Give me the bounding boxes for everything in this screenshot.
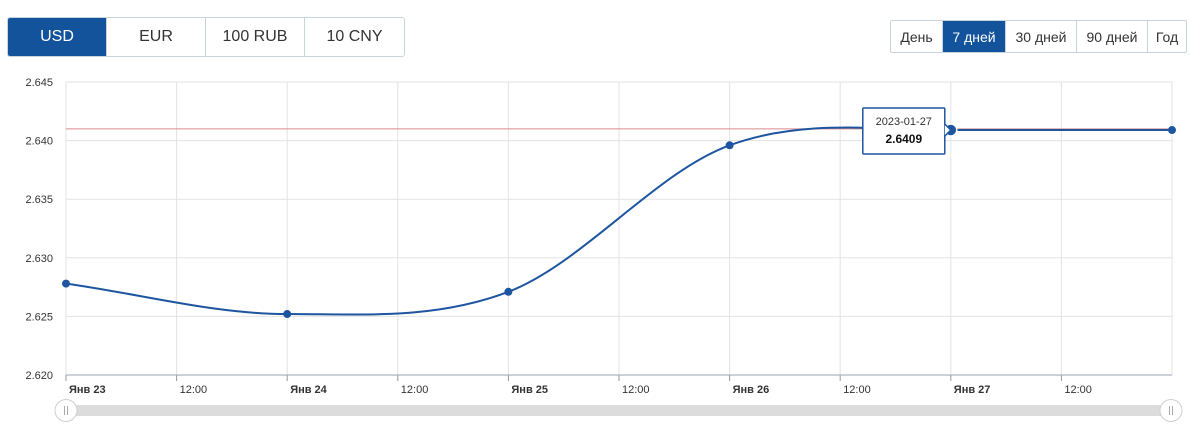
currency-button-eur[interactable]: EUR — [107, 18, 206, 56]
y-tick-label: 2.640 — [25, 136, 53, 148]
x-tick-label: Янв 26 — [733, 384, 770, 396]
period-selector: День 7 дней 30 дней 90 дней Год — [890, 20, 1187, 53]
x-tick-label: 12:00 — [622, 384, 650, 396]
period-button-90-days[interactable]: 90 дней — [1077, 21, 1148, 52]
data-point[interactable] — [62, 279, 70, 288]
range-handle-right[interactable] — [1159, 399, 1183, 422]
y-tick-label: 2.625 — [25, 311, 53, 323]
period-button-7-days[interactable]: 7 дней — [943, 21, 1006, 52]
tooltip-box — [862, 107, 946, 155]
x-tick-label: 12:00 — [1064, 384, 1092, 396]
y-tick-label: 2.630 — [25, 253, 53, 265]
y-tick-label: 2.645 — [25, 77, 53, 89]
data-point[interactable] — [1168, 126, 1176, 135]
tooltip-date: 2023-01-27 — [876, 116, 932, 128]
series-line — [65, 126, 1172, 316]
x-tick-label: 12:00 — [180, 384, 208, 396]
range-scrollbar-track[interactable] — [66, 405, 1172, 416]
currency-button-usd[interactable]: USD — [8, 18, 107, 56]
period-button-day[interactable]: День — [891, 21, 943, 52]
x-tick-label: 12:00 — [401, 384, 429, 396]
data-point[interactable] — [283, 310, 292, 319]
x-tick-label: 12:00 — [843, 384, 871, 396]
data-point[interactable] — [725, 141, 734, 150]
tooltip-value: 2.6409 — [885, 132, 922, 146]
x-tick-label: Янв 23 — [69, 384, 106, 396]
currency-button-cny[interactable]: 10 CNY — [305, 18, 404, 56]
x-tick-label: Янв 27 — [954, 384, 991, 396]
y-tick-label: 2.635 — [25, 194, 53, 206]
data-point[interactable] — [504, 287, 513, 296]
y-tick-label: 2.620 — [25, 370, 53, 382]
tooltip-pointer — [944, 123, 952, 137]
period-button-30-days[interactable]: 30 дней — [1006, 21, 1077, 52]
range-handle-left[interactable] — [54, 399, 78, 422]
period-button-year[interactable]: Год — [1148, 21, 1186, 52]
currency-selector: USD EUR 100 RUB 10 CNY — [7, 17, 405, 57]
x-tick-label: Янв 24 — [290, 384, 327, 396]
currency-button-rub[interactable]: 100 RUB — [206, 18, 305, 56]
x-tick-label: Янв 25 — [511, 384, 548, 396]
